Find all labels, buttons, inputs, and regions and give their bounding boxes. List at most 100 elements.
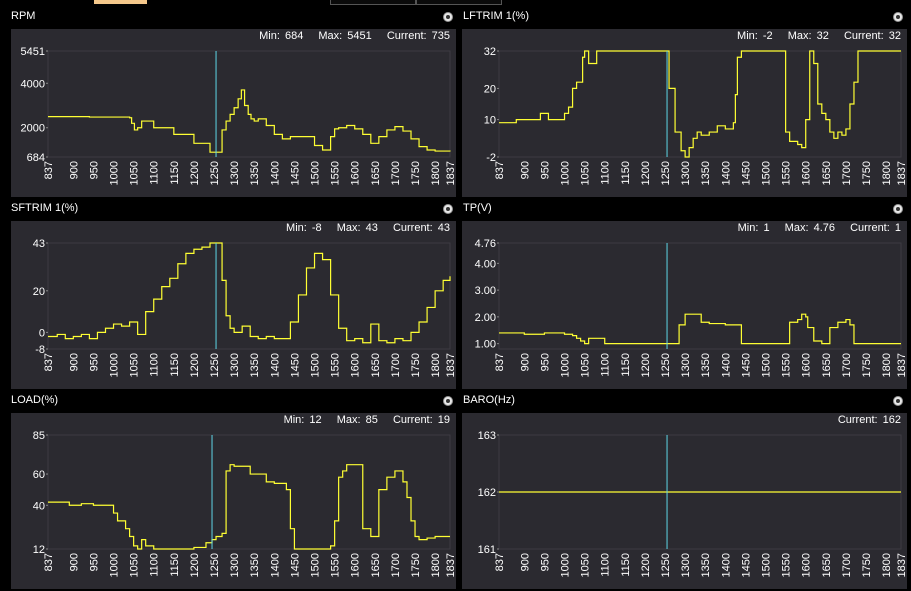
baro-chart[interactable]: 163 162 161 837 900 950 1000 1050 1100 1150 1200 12… xyxy=(462,413,908,589)
x-tick-label: 1837 xyxy=(896,553,908,577)
settings-gear-icon[interactable] xyxy=(443,396,453,406)
x-tick-label: 1650 xyxy=(370,161,382,185)
y-tick-label: 32 xyxy=(484,46,496,58)
x-tick-label: 1400 xyxy=(720,353,732,377)
tp-chart[interactable]: 4.76 4.00 3.00 2.00 1.00 837 900 950 1000 1050 110… xyxy=(462,221,908,389)
x-tick-label: 1650 xyxy=(821,553,833,577)
x-tick-label: 950 xyxy=(539,161,551,179)
settings-gear-icon[interactable] xyxy=(893,12,903,22)
x-tick-label: 1550 xyxy=(781,553,793,577)
x-tick-label: 1350 xyxy=(249,353,261,377)
x-tick-label: 1500 xyxy=(761,353,773,377)
x-tick-label: 1550 xyxy=(781,353,793,377)
x-tick-label: 1350 xyxy=(249,161,261,185)
x-tick-label: 1700 xyxy=(390,161,402,185)
x-tick-label: 1400 xyxy=(720,553,732,577)
x-tick-label: 1100 xyxy=(600,161,612,185)
y-tick-label: 684 xyxy=(27,152,45,164)
y-tick-label: 60 xyxy=(33,469,45,481)
y-tick-label: 5451 xyxy=(21,46,45,58)
min-value: 12 xyxy=(309,414,322,426)
x-tick-label: 1050 xyxy=(129,161,141,185)
x-tick-label: 1750 xyxy=(410,353,422,377)
x-tick-label: 1350 xyxy=(700,161,712,185)
y-tick-label: 4.00 xyxy=(475,258,496,270)
x-tick-label: 1500 xyxy=(761,161,773,185)
x-tick-label: 1000 xyxy=(560,161,572,185)
x-tick-label: 1700 xyxy=(841,161,853,185)
x-tick-label: 1500 xyxy=(310,553,322,577)
settings-gear-icon[interactable] xyxy=(893,204,903,214)
max-label: Max: xyxy=(787,30,812,42)
load-chart[interactable]: 85 60 40 12 837 900 950 1000 1050 1100 1150 1200 125… xyxy=(11,413,457,589)
x-tick-label: 1100 xyxy=(149,553,161,577)
x-tick-label: 1250 xyxy=(660,161,672,185)
x-tick-label: 950 xyxy=(539,353,551,371)
tp-panel-title: TP(V) xyxy=(463,202,492,214)
sftrim-series-line xyxy=(48,242,451,344)
x-tick-label: 1650 xyxy=(821,161,833,185)
x-tick-label: 950 xyxy=(539,553,551,571)
x-tick-label: 1250 xyxy=(660,553,672,577)
x-tick-label: 1800 xyxy=(881,161,893,185)
min-value: 684 xyxy=(284,30,304,42)
sftrim-chart[interactable]: 43 20 0 -8 837 900 950 1000 1050 1100 1150 1200 1250… xyxy=(11,221,457,389)
y-tick-label: 12 xyxy=(33,544,45,556)
x-tick-label: 1700 xyxy=(390,553,402,577)
sftrim-panel-title: SFTRIM 1(%) xyxy=(11,202,79,214)
x-tick-label: 1200 xyxy=(640,353,652,377)
rpm-chart[interactable]: 5451 4000 2000 684 837 900 950 1000 1050 1100 1150… xyxy=(11,29,457,197)
x-tick-label: 1300 xyxy=(229,353,241,377)
x-tick-label: 1200 xyxy=(189,553,201,577)
settings-gear-icon[interactable] xyxy=(443,204,453,214)
x-tick-label: 1400 xyxy=(269,161,281,185)
current-label: Current: xyxy=(386,30,427,42)
x-tick-label: 1050 xyxy=(580,553,592,577)
min-value: 1 xyxy=(763,222,770,234)
plot-area xyxy=(47,50,451,158)
x-tick-label: 1200 xyxy=(189,161,201,185)
y-tick-label: 163 xyxy=(478,430,496,442)
x-tick-label: 1250 xyxy=(209,161,221,185)
x-tick-label: 1750 xyxy=(861,553,873,577)
x-tick-label: 1150 xyxy=(620,161,632,185)
min-label: Min: xyxy=(737,222,759,234)
toolbar-tab[interactable] xyxy=(330,0,416,5)
x-tick-label: 1550 xyxy=(330,353,342,377)
min-label: Min: xyxy=(737,30,758,42)
x-tick-label: 1000 xyxy=(560,353,572,377)
min-label: Min: xyxy=(259,30,280,42)
x-tick-label: 1400 xyxy=(269,553,281,577)
lftrim-chart[interactable]: 32 20 10 -2 837 900 950 1000 1050 1100 1150 1200 125… xyxy=(462,29,908,197)
x-tick-label: 1600 xyxy=(350,353,362,377)
active-toolbar-tab[interactable] xyxy=(94,0,147,4)
x-tick-label: 1150 xyxy=(169,353,181,377)
x-tick-label: 1150 xyxy=(169,161,181,185)
x-tick-label: 1000 xyxy=(560,553,572,577)
x-tick-label: 1100 xyxy=(149,353,161,377)
x-tick-label: 1300 xyxy=(680,353,692,377)
x-tick-label: 1700 xyxy=(390,353,402,377)
x-tick-label: 837 xyxy=(494,161,506,179)
current-value: 735 xyxy=(431,30,450,42)
current-value: 19 xyxy=(437,414,450,426)
rpm-stats: Min: 684 Max: 5451 Current: 735 xyxy=(247,30,450,42)
x-tick-label: 1450 xyxy=(740,553,752,577)
toolbar-tab[interactable] xyxy=(416,0,502,5)
x-tick-label: 950 xyxy=(88,353,100,371)
y-tick-label: 2.00 xyxy=(475,312,496,324)
settings-gear-icon[interactable] xyxy=(893,396,903,406)
x-tick-label: 900 xyxy=(519,353,531,371)
x-tick-label: 1050 xyxy=(580,161,592,185)
x-tick-label: 900 xyxy=(68,353,80,371)
y-tick-label: 1.00 xyxy=(475,339,496,351)
x-tick-label: 1250 xyxy=(209,353,221,377)
x-tick-label: 1050 xyxy=(580,353,592,377)
x-tick-label: 900 xyxy=(519,553,531,571)
x-tick-label: 1000 xyxy=(109,161,121,185)
x-tick-label: 837 xyxy=(494,353,506,371)
x-tick-label: 1200 xyxy=(640,161,652,185)
settings-gear-icon[interactable] xyxy=(443,12,453,22)
